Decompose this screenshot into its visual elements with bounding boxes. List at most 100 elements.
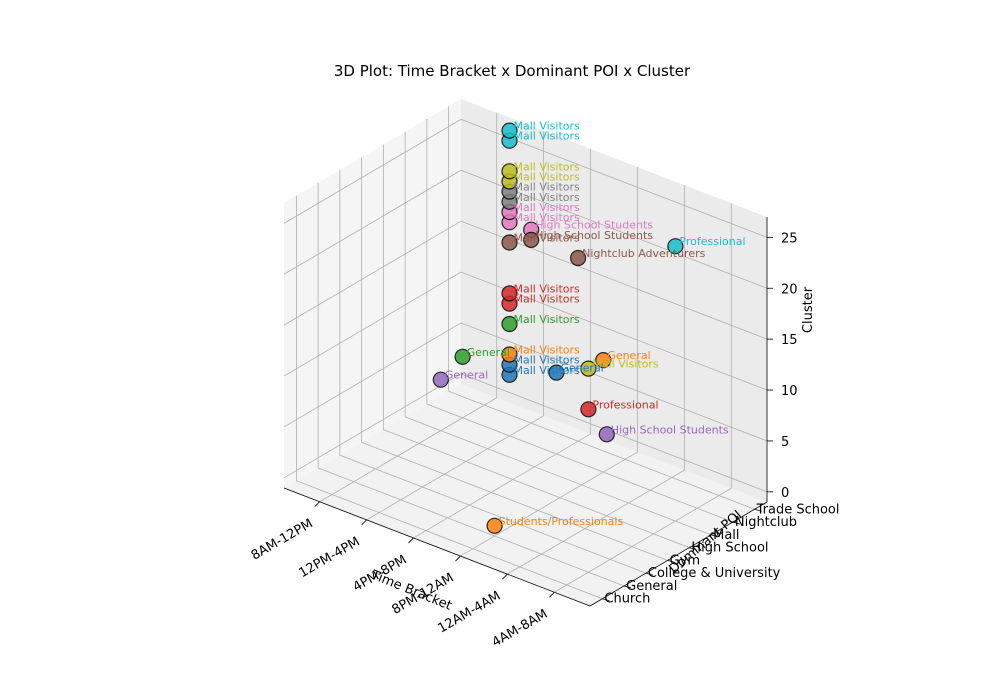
axis-edges	[283, 217, 768, 607]
data-point-label: Mall Visitors	[514, 344, 581, 357]
z-grid-line	[283, 322, 768, 442]
z-grid-line	[283, 373, 768, 493]
x-tick-label: 12PM-4PM	[297, 534, 363, 581]
z-tick-label: 5	[781, 435, 789, 450]
data-point-label: Mall Visitors	[514, 191, 581, 204]
y-tick-mark	[624, 585, 632, 589]
y-tick-mark	[602, 598, 610, 602]
data-point-label: Mall Visitors	[514, 171, 581, 184]
x-grid-line	[554, 203, 732, 593]
data-point-label: General	[445, 369, 488, 382]
data-point	[580, 401, 597, 418]
data-point-label: Mall Visitors	[514, 211, 581, 224]
z-axis-label: Cluster	[801, 286, 816, 333]
x-tick-mark	[408, 537, 414, 544]
x-tick-mark	[502, 573, 508, 580]
z-tick-label: 25	[781, 231, 798, 246]
y-tick-label: High School	[691, 541, 768, 556]
x-tick-mark	[361, 519, 367, 526]
y-tick-label: Mall	[713, 528, 739, 543]
data-point-label: General	[467, 346, 510, 359]
y-grid-line	[382, 144, 690, 548]
data-point	[548, 364, 565, 381]
data-point	[454, 348, 471, 365]
y-tick-mark	[754, 508, 762, 512]
x-tick-mark	[455, 555, 461, 562]
data-point	[569, 249, 587, 267]
z-grid-line	[283, 169, 768, 289]
data-point	[595, 352, 612, 369]
data-point-label: Students/Professionals	[499, 515, 624, 528]
y-grid-line	[339, 170, 647, 574]
axis-panes	[284, 99, 767, 606]
y-tick-mark	[667, 560, 675, 563]
z-tick-label: 10	[781, 384, 798, 399]
data-point	[501, 346, 518, 363]
data-point-label: Mall Visitors	[514, 313, 581, 326]
data-point-label: Professional	[592, 398, 658, 411]
x-grid-line	[507, 185, 685, 575]
data-point-label: Mall Visitors	[514, 130, 581, 143]
z-tick-label: 0	[781, 486, 789, 501]
y-tick-mark	[732, 521, 740, 525]
x-axis-line	[283, 487, 591, 607]
chart-title: 3D Plot: Time Bracket x Dominant POI x C…	[334, 62, 691, 80]
y-tick-label: General	[626, 579, 677, 594]
floor-pane	[284, 384, 767, 606]
x-grid-line	[460, 167, 638, 557]
data-point-label: High School Students	[535, 229, 653, 242]
y-grid-line	[317, 182, 625, 587]
data-point-label: General	[607, 349, 650, 362]
data-point	[501, 122, 518, 139]
y-tick-label: Trade School	[756, 502, 840, 517]
y-tick-mark	[645, 572, 653, 576]
y-grid-line	[295, 195, 603, 600]
x-tick-mark	[314, 501, 320, 508]
z-tick-label: 15	[781, 333, 798, 348]
data-point	[598, 426, 615, 443]
y-tick-label: College & University	[648, 566, 781, 581]
x-tick-label: 4AM-8AM	[490, 607, 551, 651]
data-point-label: Mall Visitors	[514, 293, 581, 306]
y-axis-line	[589, 501, 768, 607]
data-point	[580, 360, 597, 377]
data-point-label: Mall Visitors	[514, 354, 581, 367]
z-grid-line	[283, 271, 768, 391]
data-point-label: Mall Visitors	[514, 282, 581, 295]
data-points	[432, 122, 684, 534]
x-grid-line	[366, 130, 545, 521]
data-point	[523, 231, 540, 248]
data-point-label: General	[560, 362, 603, 375]
z-grid-line	[283, 220, 768, 340]
data-point	[486, 517, 503, 534]
z-tick-label: 20	[781, 282, 798, 297]
data-point	[501, 315, 518, 333]
data-point-label: Mall Visitors	[514, 181, 581, 194]
x-tick-label: 8AM-12PM	[249, 516, 316, 563]
data-point	[432, 371, 449, 388]
data-point	[501, 234, 518, 251]
data-point-label: Mall Visitors	[514, 364, 581, 377]
z-grid-line	[283, 118, 768, 238]
data-point	[501, 285, 518, 302]
x-tick-mark	[549, 591, 555, 598]
data-point-label: Mall Visitors	[514, 120, 581, 133]
y-tick-label: Gym	[670, 553, 700, 568]
data-point-label: High School Students	[535, 219, 653, 232]
grid-lines	[283, 106, 768, 600]
data-point-label: Mall Visitors	[514, 160, 581, 173]
data-point	[501, 163, 518, 180]
y-tick-label: Nightclub	[735, 515, 797, 530]
x-grid-line	[319, 112, 498, 503]
y-tick-mark	[711, 534, 719, 538]
y-tick-mark	[689, 547, 697, 550]
data-point-label: Nightclub Adventurers	[582, 247, 706, 260]
data-point	[667, 238, 684, 255]
data-point-label: High School Students	[611, 423, 729, 436]
data-point-label: Mall Visitors	[514, 201, 581, 214]
y-grid-line	[448, 106, 755, 510]
y-grid-line	[426, 119, 734, 523]
data-point-label: Mall Visitors	[514, 232, 581, 245]
